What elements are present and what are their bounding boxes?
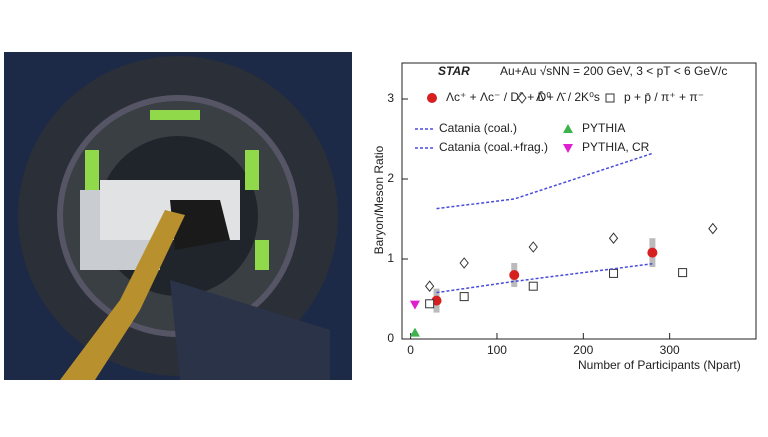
- legend-swatch: [563, 124, 573, 133]
- x-axis-label: Number of Participants (Npart): [578, 358, 741, 372]
- y-tick-label: 0: [387, 331, 394, 345]
- model-curve: [436, 152, 653, 210]
- marker: [528, 281, 538, 291]
- marker: [647, 247, 658, 258]
- marker: [609, 268, 619, 278]
- marker: [608, 232, 619, 245]
- marker: [459, 257, 469, 269]
- legend-label: PYTHIA: [582, 121, 625, 135]
- legend-label: Catania (coal.+frag.): [439, 140, 548, 154]
- marker: [459, 292, 469, 302]
- y-tick-label: 1: [387, 251, 394, 265]
- marker: [425, 299, 435, 309]
- legend-label: Λc⁺ + Λc⁻ / D⁰ + D̄⁰: [446, 90, 551, 104]
- marker: [424, 280, 435, 293]
- x-tick-label: 200: [573, 343, 593, 357]
- legend-label: Catania (coal.): [439, 121, 517, 135]
- y-tick-label: 3: [387, 91, 394, 105]
- legend-label: p + p̄ / π⁺ + π⁻: [624, 90, 704, 104]
- legend-label: Λ + Λ̄ / 2K⁰s: [536, 90, 600, 104]
- marker: [708, 222, 718, 235]
- legend-swatch: [563, 144, 573, 153]
- legend-label: PYTHIA, CR: [582, 140, 650, 154]
- x-tick-label: 300: [660, 343, 680, 357]
- x-tick-label: 0: [407, 343, 414, 357]
- marker: [509, 270, 520, 280]
- marker: [528, 241, 538, 253]
- detector-photo: [4, 52, 352, 380]
- marker: [678, 268, 688, 278]
- model-curve: [436, 263, 653, 294]
- y-tick-label: 2: [387, 171, 394, 185]
- chart-title: STAR: [438, 64, 470, 78]
- legend-swatch: [517, 92, 527, 104]
- annotation: Au+Au √sNN = 200 GeV, 3 < pT < 6 GeV/c: [500, 64, 727, 78]
- y-axis-label: Baryon/Meson Ratio: [372, 145, 386, 254]
- plot-frame: [401, 62, 757, 340]
- marker: [409, 300, 420, 310]
- legend-swatch: [427, 93, 437, 103]
- legend-swatch: [605, 93, 615, 103]
- x-tick-label: 100: [487, 343, 507, 357]
- marker: [409, 327, 420, 337]
